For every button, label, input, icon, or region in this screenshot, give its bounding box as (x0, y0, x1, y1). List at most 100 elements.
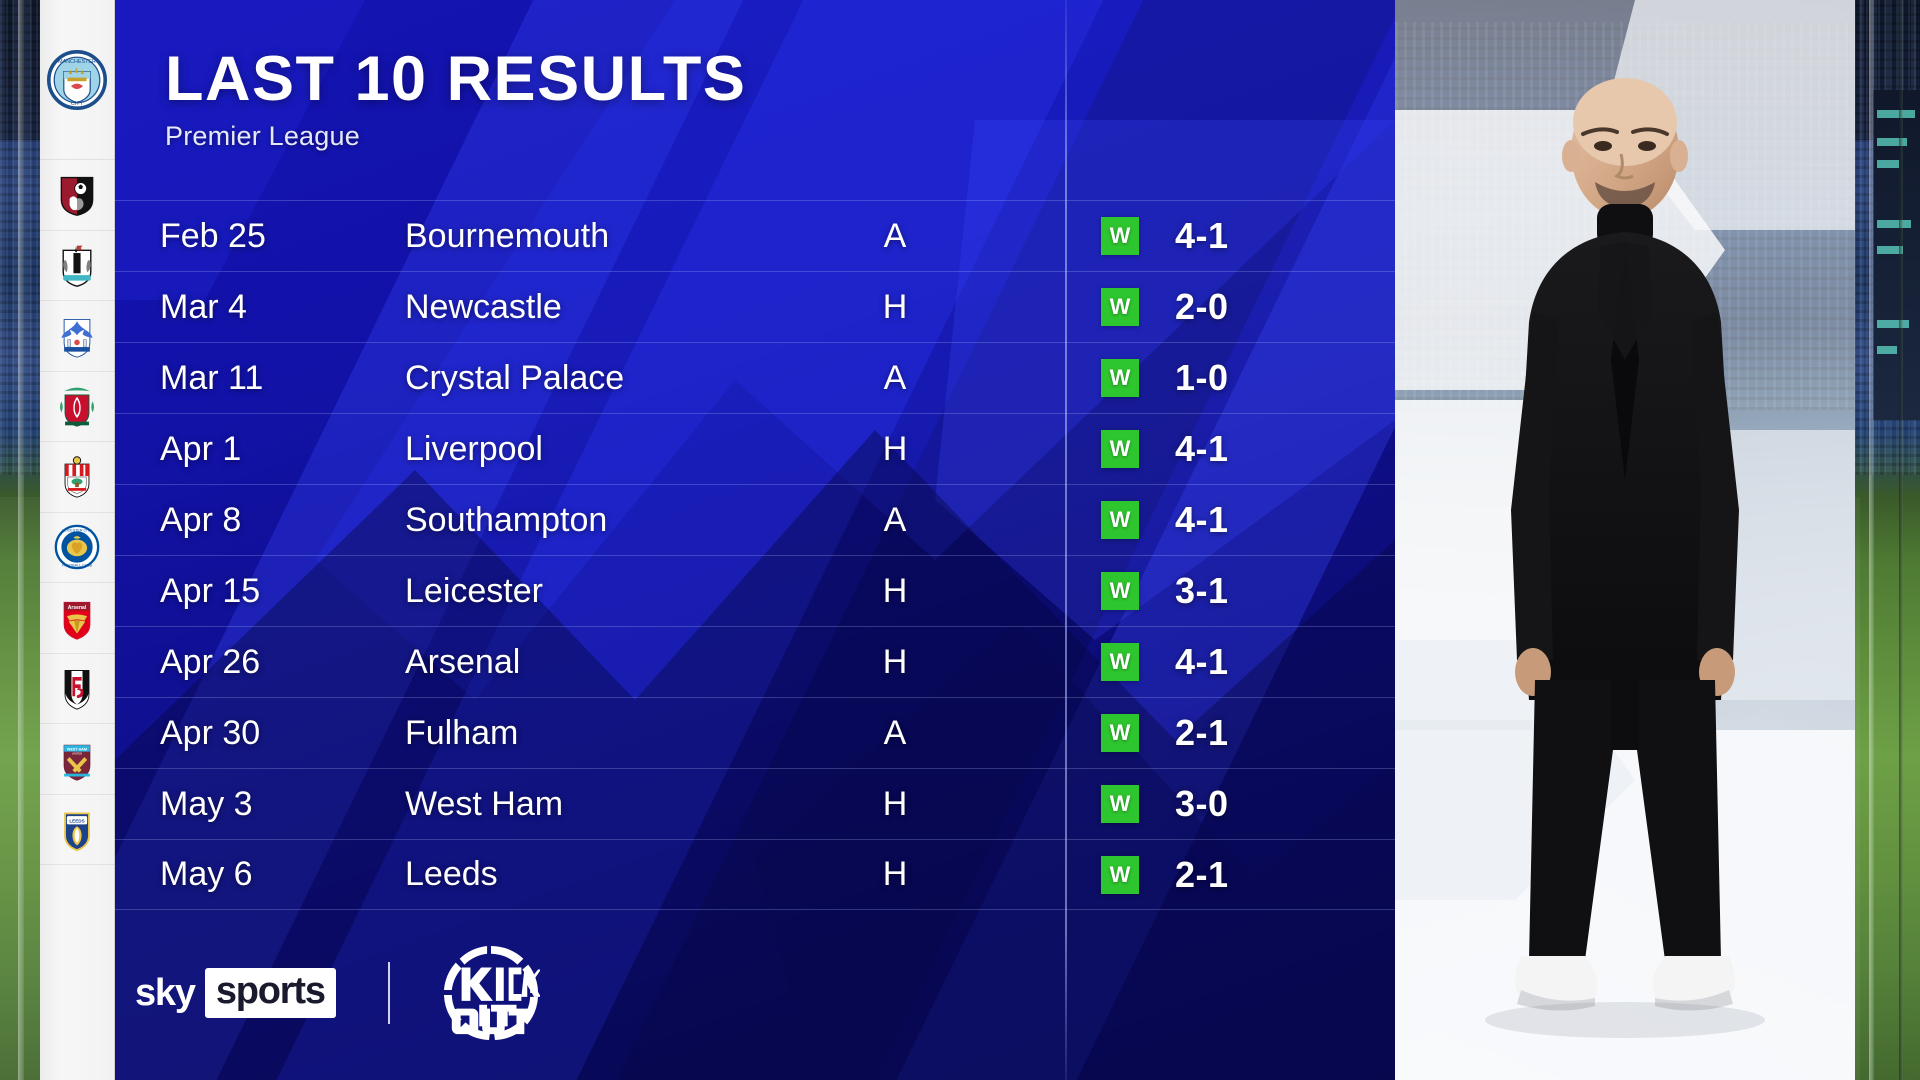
cell-venue: A (883, 713, 907, 752)
svg-text:MANCHESTER: MANCHESTER (58, 59, 96, 65)
sky-logo-word: sky (135, 971, 196, 1014)
cell-opponent: Crystal Palace (405, 358, 625, 397)
stadium-post (18, 0, 24, 1080)
cell-result: W (1065, 785, 1175, 823)
newcastle-crest (54, 242, 100, 288)
table-row[interactable]: Apr 1 Liverpool H W 4-1 (115, 413, 1395, 484)
cell-score: 1-0 (1175, 357, 1229, 398)
sky-sports-logo: sky sports (135, 968, 336, 1018)
cell-result: W (1065, 217, 1175, 255)
fulham-crest (54, 665, 100, 711)
crest-cell[interactable] (39, 231, 115, 301)
cell-opponent: Leicester (405, 571, 543, 610)
cell-date: Apr 1 (160, 429, 242, 468)
page-subtitle: Premier League (165, 121, 360, 151)
arsenal-crest: Arsenal (54, 595, 100, 641)
table-row[interactable]: Mar 4 Newcastle H W 2-0 (115, 271, 1395, 342)
leicester-crest: LEICESTER CITY FOOTBALL CLUB (54, 524, 100, 570)
status-badge: W (1101, 714, 1139, 752)
results-panel: LAST 10 RESULTS Premier League Feb 25 Bou… (115, 0, 1395, 1080)
cell-score: 2-1 (1175, 853, 1229, 895)
cell-score: 3-0 (1175, 783, 1229, 824)
table-row[interactable]: Apr 8 Southampton A W 4-1 (115, 484, 1395, 555)
manager-figure (1485, 78, 1765, 1038)
cell-score: 3-1 (1175, 570, 1229, 611)
bournemouth-crest (54, 172, 100, 218)
svg-text:FOOTBALL CLUB: FOOTBALL CLUB (62, 564, 92, 568)
status-badge: W (1101, 572, 1139, 610)
crest-cell[interactable] (39, 442, 115, 513)
cell-opponent: Leeds (405, 855, 498, 893)
status-badge: W (1101, 359, 1139, 397)
table-row[interactable]: May 3 West Ham H W 3-0 (115, 768, 1395, 839)
page-title: LAST 10 RESULTS (165, 44, 747, 114)
cell-venue: H (882, 429, 908, 468)
cell-opponent: West Ham (405, 784, 564, 823)
status-badge: W (1101, 217, 1139, 255)
status-badge: W (1101, 643, 1139, 681)
sports-logo-word: sports (204, 968, 336, 1018)
cell-result: W (1065, 572, 1175, 610)
cell-score: 4-1 (1175, 641, 1229, 682)
cell-score: 4-1 (1175, 499, 1229, 540)
crest-cell[interactable]: LEEDS (39, 795, 115, 865)
stadium-scoreboard (1873, 90, 1920, 420)
table-row[interactable]: Mar 11 Crystal Palace A W 1-0 (115, 342, 1395, 413)
cell-opponent: Southampton (405, 500, 608, 539)
manchester-city-crest: MANCHESTER CITY (47, 49, 107, 110)
panel-header: LAST 10 RESULTS Premier League (165, 48, 746, 152)
crest-cell-featured[interactable]: MANCHESTER CITY (39, 0, 115, 160)
table-row[interactable]: Feb 25 Bournemouth A W 4-1 (115, 200, 1395, 271)
cell-date: May 3 (160, 784, 253, 823)
cell-opponent: Bournemouth (405, 216, 610, 255)
svg-text:LEEDS: LEEDS (69, 819, 84, 824)
table-row[interactable]: May 6 Leeds H W 2-1 (115, 839, 1395, 910)
leeds-crest: LEEDS (54, 806, 100, 852)
cell-result: W (1065, 430, 1175, 468)
table-row[interactable]: Apr 26 Arsenal H W 4-1 (115, 626, 1395, 697)
crest-cell[interactable] (39, 160, 115, 231)
cell-venue: H (882, 855, 908, 893)
cell-date: Apr 8 (160, 500, 242, 539)
cell-result: W (1065, 359, 1175, 397)
cell-venue: A (883, 500, 907, 539)
cell-date: Apr 26 (160, 642, 261, 681)
crest-cell[interactable] (39, 654, 115, 724)
cell-score: 2-1 (1175, 712, 1229, 753)
cell-result: W (1065, 288, 1175, 326)
crest-cell[interactable] (39, 301, 115, 372)
crest-cell[interactable]: LEICESTER CITY FOOTBALL CLUB (39, 513, 115, 583)
manager-photo-panel (1395, 0, 1855, 1080)
crest-cell[interactable]: WEST HAM UNITED (39, 724, 115, 795)
footer-logos: sky sports (115, 945, 540, 1041)
glass-reflection-left (1869, 0, 1874, 1080)
cell-venue: H (882, 642, 908, 681)
cell-result: W (1065, 855, 1175, 894)
cell-score: 4-1 (1175, 428, 1229, 469)
svg-text:UNITED: UNITED (72, 751, 82, 755)
cell-venue: H (882, 784, 908, 823)
svg-text:LEICESTER CITY: LEICESTER CITY (62, 529, 92, 533)
table-row[interactable]: Apr 30 Fulham A W 2-1 (115, 697, 1395, 768)
kick-it-out-logo (443, 945, 540, 1041)
west-ham-crest: WEST HAM UNITED (54, 736, 100, 782)
cell-date: Apr 15 (160, 571, 261, 610)
cell-score: 4-1 (1175, 215, 1229, 256)
footer-divider (387, 962, 390, 1024)
right-edge-background (1855, 0, 1920, 1080)
crest-cell[interactable]: Arsenal (39, 583, 115, 654)
cell-date: Mar 4 (160, 287, 247, 326)
table-row[interactable]: Apr 15 Leicester H W 3-1 (115, 555, 1395, 626)
crest-cell[interactable] (39, 372, 115, 442)
svg-text:CITY: CITY (71, 101, 84, 107)
cell-venue: A (883, 216, 907, 255)
column-divider (1065, 0, 1067, 1080)
status-badge: W (1101, 288, 1139, 326)
crystal-palace-crest (54, 313, 100, 359)
cell-venue: H (882, 287, 908, 326)
cell-opponent: Liverpool (405, 429, 543, 468)
southampton-crest (54, 454, 100, 500)
glass-reflection-right (1899, 0, 1903, 1080)
status-badge: W (1101, 855, 1139, 894)
